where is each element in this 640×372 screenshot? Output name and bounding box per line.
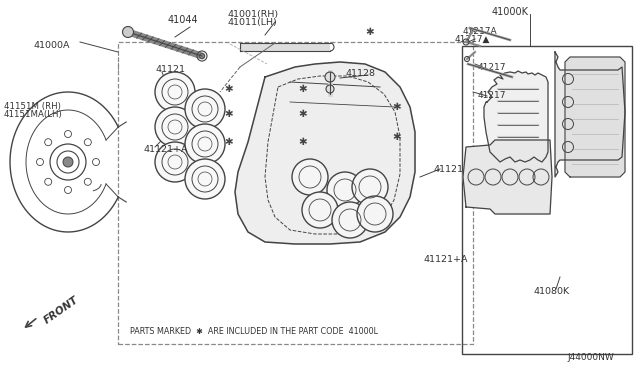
Text: ✱: ✱ — [299, 137, 307, 147]
Text: 41000A: 41000A — [33, 42, 70, 51]
Text: 41151M (RH): 41151M (RH) — [4, 103, 61, 112]
Text: ✱: ✱ — [225, 84, 234, 94]
Circle shape — [185, 89, 225, 129]
Text: 41121+A: 41121+A — [424, 256, 468, 264]
Bar — [462, 46, 632, 354]
Text: 41121: 41121 — [155, 65, 185, 74]
Text: 41044: 41044 — [168, 15, 198, 25]
Text: ✱: ✱ — [299, 84, 307, 94]
Circle shape — [325, 72, 335, 82]
Text: 41001(RH): 41001(RH) — [228, 10, 279, 19]
Text: 41217: 41217 — [478, 64, 506, 73]
Circle shape — [352, 169, 388, 205]
Text: ✱: ✱ — [299, 109, 307, 119]
Polygon shape — [565, 57, 625, 177]
Text: 41121+A: 41121+A — [144, 145, 189, 154]
Text: 41011(LH): 41011(LH) — [228, 19, 278, 28]
Text: 41121: 41121 — [433, 166, 463, 174]
Polygon shape — [463, 140, 552, 214]
Text: ✱: ✱ — [365, 27, 374, 37]
Text: ✱: ✱ — [225, 109, 234, 119]
Text: 41217: 41217 — [478, 90, 506, 99]
Text: J44000NW: J44000NW — [567, 353, 614, 362]
Circle shape — [122, 26, 134, 38]
Polygon shape — [484, 71, 548, 162]
Circle shape — [63, 157, 73, 167]
Circle shape — [292, 159, 328, 195]
Circle shape — [357, 196, 393, 232]
Text: 41080K: 41080K — [534, 286, 570, 295]
Circle shape — [332, 202, 368, 238]
Text: FRONT: FRONT — [42, 295, 80, 326]
Text: PARTS MARKED  ✱  ARE INCLUDED IN THE PART CODE  41000L: PARTS MARKED ✱ ARE INCLUDED IN THE PART … — [130, 327, 378, 337]
Circle shape — [155, 72, 195, 112]
Text: ✱: ✱ — [225, 137, 234, 147]
Circle shape — [155, 142, 195, 182]
Circle shape — [302, 192, 338, 228]
Text: ✱: ✱ — [392, 102, 401, 112]
Text: 41128: 41128 — [345, 70, 375, 78]
Text: 41217A: 41217A — [463, 26, 498, 35]
Text: 41000K: 41000K — [492, 7, 529, 17]
Circle shape — [326, 85, 334, 93]
Text: ✱: ✱ — [392, 132, 401, 142]
Bar — [240, 43, 330, 51]
Circle shape — [155, 107, 195, 147]
Circle shape — [185, 159, 225, 199]
Circle shape — [185, 124, 225, 164]
Text: 41217▲: 41217▲ — [455, 35, 490, 44]
Polygon shape — [555, 52, 625, 177]
Polygon shape — [235, 62, 415, 244]
Circle shape — [327, 172, 363, 208]
Bar — [118, 42, 473, 344]
Text: 41151MA(LH): 41151MA(LH) — [4, 110, 63, 119]
